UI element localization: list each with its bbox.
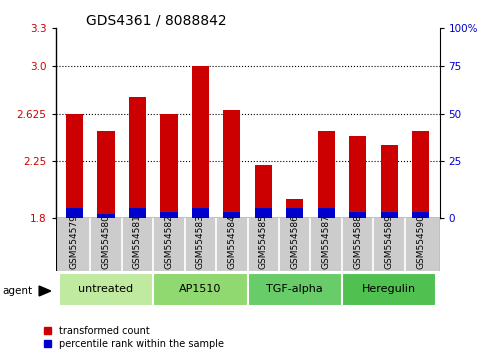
Bar [248,273,342,306]
Polygon shape [39,286,51,296]
Text: GSM554590: GSM554590 [416,215,425,269]
Bar [255,165,272,218]
Text: GSM554589: GSM554589 [384,215,394,269]
Bar [412,131,429,218]
Bar [381,212,398,218]
Bar [286,199,303,218]
Bar [160,114,178,218]
Bar [192,208,209,218]
Bar [66,114,83,218]
Bar [349,212,366,218]
Text: GSM554587: GSM554587 [322,215,331,269]
Bar [129,97,146,218]
Bar [160,212,178,218]
Text: GDS4361 / 8088842: GDS4361 / 8088842 [86,13,227,27]
Bar [286,208,303,218]
Text: GSM554580: GSM554580 [101,215,111,269]
Bar [412,212,429,218]
Text: untreated: untreated [78,284,133,295]
Text: GSM554582: GSM554582 [164,215,173,269]
Text: GSM554579: GSM554579 [70,215,79,269]
Bar [66,208,83,218]
Bar [153,273,248,306]
Text: GSM554585: GSM554585 [259,215,268,269]
Text: GSM554586: GSM554586 [290,215,299,269]
Bar [223,212,241,218]
Bar [192,66,209,218]
Text: agent: agent [2,286,32,296]
Bar [381,145,398,218]
Bar [59,273,153,306]
Text: TGF-alpha: TGF-alpha [266,284,323,295]
Text: GSM554581: GSM554581 [133,215,142,269]
Bar [255,208,272,218]
Text: GSM554583: GSM554583 [196,215,205,269]
Bar [97,131,114,218]
Bar [317,208,335,218]
Bar [97,214,114,218]
Text: AP1510: AP1510 [179,284,222,295]
Text: Heregulin: Heregulin [362,284,416,295]
Legend: transformed count, percentile rank within the sample: transformed count, percentile rank withi… [43,326,224,349]
Bar [223,110,241,218]
Bar [342,273,436,306]
Bar [317,131,335,218]
Bar [129,208,146,218]
Bar [349,136,366,218]
Text: GSM554588: GSM554588 [353,215,362,269]
Text: GSM554584: GSM554584 [227,215,236,269]
